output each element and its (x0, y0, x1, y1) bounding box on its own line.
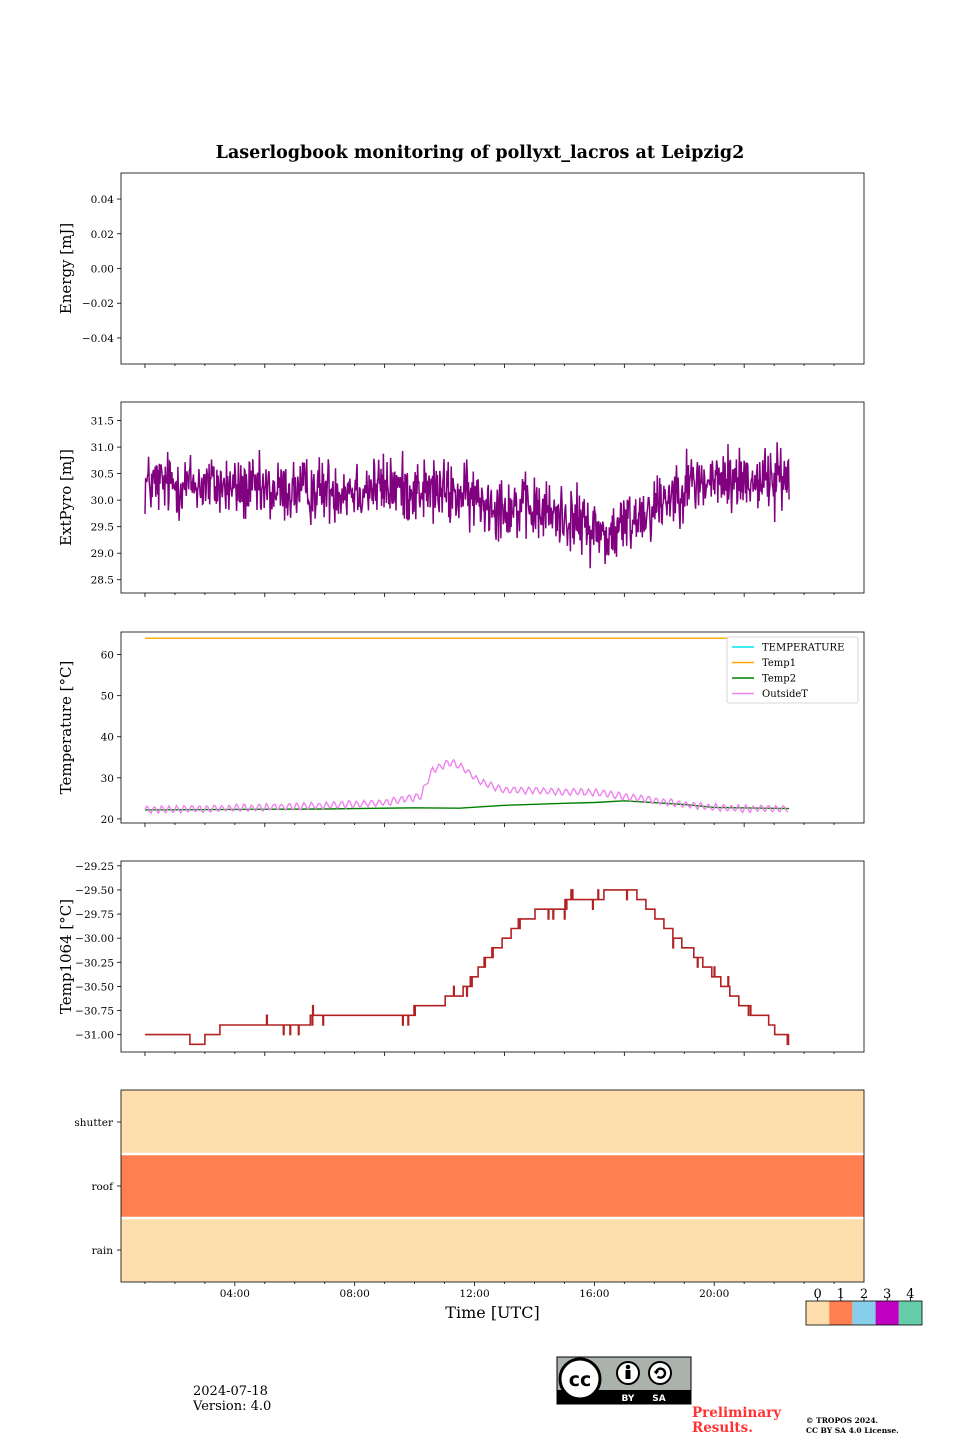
y-tick-label: −30.75 (75, 1006, 114, 1018)
y-tick-label: 30.5 (91, 469, 114, 481)
axes-frame (120, 1089, 865, 1283)
copyright-line-2: CC BY SA 4.0 License. (806, 1426, 899, 1435)
status-row-roof (121, 1154, 864, 1218)
status-row-rain (121, 1218, 864, 1282)
status-row-shutter (121, 1090, 864, 1154)
y-tick-label: 31.0 (91, 442, 114, 454)
legend-label-temp1: Temp1 (762, 658, 796, 669)
colorbar-swatch-0 (806, 1301, 830, 1325)
y-tick-label: −29.25 (75, 861, 114, 873)
y-axis-label: Temp1064 [°C] (57, 899, 75, 1014)
preliminary-line-1: Preliminary (692, 1405, 782, 1421)
y-axis-label: ExtPyro [mJ] (57, 449, 75, 546)
x-axis-label: Time [UTC] (445, 1303, 539, 1322)
status-panel: shutter roof rain 04:00 08:00 12:00 16:00 20:00… (74, 1089, 865, 1322)
legend-box (726, 636, 859, 704)
temperature-panel: 60 50 40 30 20 Temperature [°C] TEMPERATURE Tem… (57, 631, 865, 827)
copyright-line-1: © TROPOS 2024. (806, 1416, 879, 1425)
y-tick-label: 29.0 (91, 548, 114, 560)
y-tick-label: 30.0 (91, 495, 114, 507)
x-tick-label: 20:00 (699, 1288, 729, 1300)
y-tick-label: 20 (101, 814, 114, 826)
status-label-rain: rain (92, 1245, 114, 1257)
share-alike-icon (648, 1361, 672, 1385)
series-line-outsidet (144, 758, 789, 815)
axes-background (121, 173, 864, 364)
y-tick-label: −30.25 (75, 957, 114, 969)
axes-frame (120, 401, 865, 594)
temp1064-panel: −29.25 −29.50 −29.75 −30.00 −30.25 −30.50 −30.… (57, 860, 865, 1056)
plot-area (145, 889, 790, 1046)
y-tick-label: 0.02 (91, 229, 114, 241)
y-tick-label: 31.5 (91, 416, 114, 428)
axes-frame (120, 631, 865, 824)
y-tick-label: 50 (101, 691, 114, 703)
figure-title: Laserlogbook monitoring of pollyxt_lacro… (216, 143, 745, 163)
axes-background (121, 402, 864, 593)
x-tick-label: 16:00 (579, 1288, 609, 1300)
status-label-shutter: shutter (74, 1117, 114, 1129)
legend: TEMPERATURE Temp1 Temp2 OutsideT (726, 636, 859, 704)
y-axis-label: Temperature [°C] (57, 661, 75, 795)
y-tick-label: −0.02 (82, 298, 114, 310)
plot-area (144, 442, 790, 569)
y-tick-label: −30.00 (75, 933, 114, 945)
y-tick-label: 40 (101, 732, 114, 744)
y-tick-label: −29.75 (75, 909, 114, 921)
x-tick-label: 12:00 (459, 1288, 489, 1300)
x-tick-label: 08:00 (340, 1288, 370, 1300)
sa-label: SA (652, 1394, 665, 1404)
colorbar-label: 3 (883, 1287, 891, 1302)
cc-logo-text: cc (569, 1369, 592, 1391)
y-tick-label: −31.00 (75, 1030, 114, 1042)
colorbar-label: 0 (813, 1287, 821, 1302)
colorbar-swatch-4 (898, 1301, 922, 1325)
y-tick-label: 28.5 (91, 575, 114, 587)
copyright-note: © TROPOS 2024. CC BY SA 4.0 License. (806, 1416, 899, 1436)
legend-label-outsidet: OutsideT (762, 689, 808, 700)
colorbar-label: 4 (906, 1287, 914, 1302)
series-line-temp2 (144, 800, 790, 811)
y-tick-label: 0.00 (91, 264, 114, 276)
version-label: Version: 4.0 (193, 1399, 272, 1414)
status-label-roof: roof (91, 1181, 114, 1193)
series-line-0 (145, 889, 790, 1046)
y-tick-label: 0.04 (91, 194, 115, 206)
y-tick-label: −30.50 (75, 981, 114, 993)
colorbar-swatch-3 (875, 1301, 899, 1325)
preliminary-results-note: Preliminary Results. (692, 1406, 781, 1436)
axes-frame (120, 172, 865, 365)
colorbar-label: 1 (837, 1287, 845, 1302)
y-tick-label: −29.50 (75, 885, 114, 897)
x-tick-label: 04:00 (220, 1288, 250, 1300)
series-line-0 (144, 442, 790, 569)
legend-label-temperature: TEMPERATURE (762, 643, 844, 654)
legend-label-temp2: Temp2 (762, 674, 796, 685)
cc-logo-icon (558, 1357, 602, 1401)
colorbar-frame (805, 1300, 923, 1326)
y-tick-label: 30 (101, 773, 114, 785)
axes-frame (120, 860, 865, 1053)
extpyro-panel: 31.5 31.0 30.5 30.0 29.5 29.0 28.5 ExtPyro [mJ] (57, 401, 865, 597)
colorbar-swatch-2 (852, 1301, 876, 1325)
cc-by-sa-badge: cc BY SA (556, 1356, 692, 1405)
plot-area (144, 637, 790, 815)
energy-panel: 0.04 0.02 0.00 −0.02 −0.04 Energy [mJ] (57, 172, 865, 368)
by-label: BY (622, 1394, 635, 1404)
y-tick-label: 29.5 (91, 522, 114, 534)
y-tick-label: −0.04 (82, 333, 114, 345)
preliminary-line-2: Results. (692, 1420, 753, 1436)
colorbar-swatch-1 (829, 1301, 853, 1325)
date-label: 2024-07-18 (193, 1384, 268, 1399)
y-tick-label: 60 (101, 650, 114, 662)
colorbar-label: 2 (860, 1287, 868, 1302)
y-axis-label: Energy [mJ] (57, 223, 75, 314)
